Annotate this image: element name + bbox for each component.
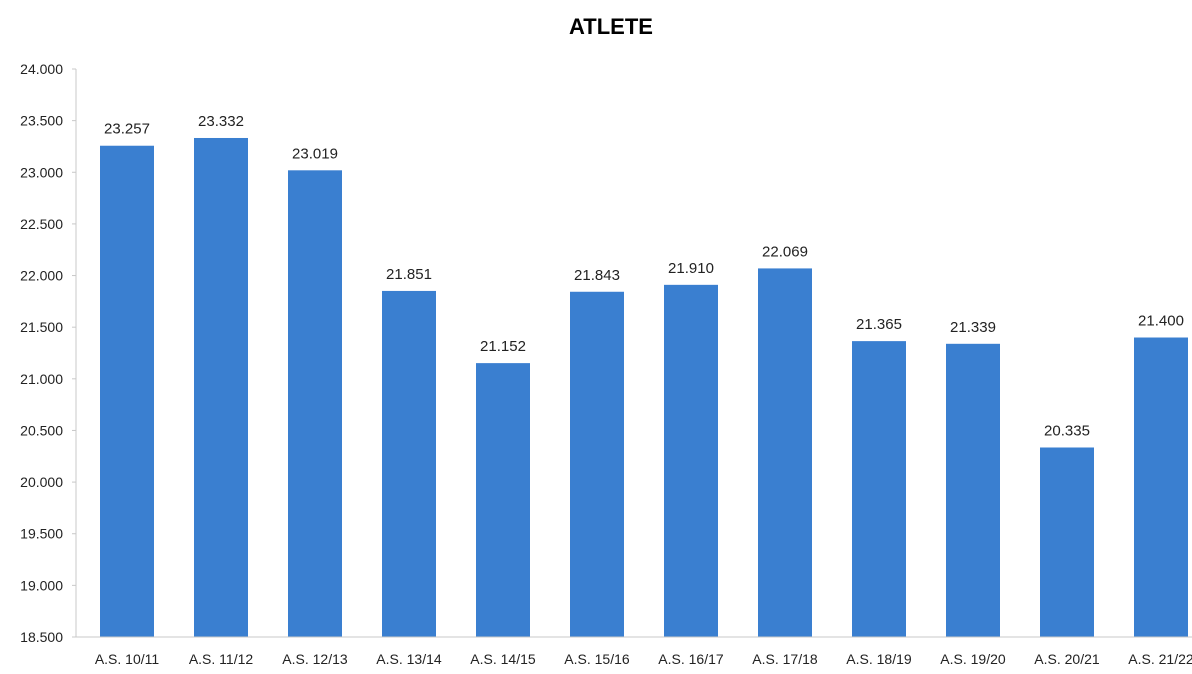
data-labels: 23.257 23.332 23.019 21.851 21.152 21.843 21.9… <box>104 113 1184 440</box>
data-label: 21.152 <box>480 338 526 355</box>
y-tick-label: 21.000 <box>20 371 63 387</box>
bar <box>758 268 812 637</box>
bar <box>852 341 906 637</box>
y-tick-label: 23.500 <box>20 113 63 129</box>
y-axis: 18.500 19.000 19.500 20.000 20.500 21.000 21.5… <box>20 61 77 645</box>
x-tick-label: A.S. 11/12 <box>189 651 254 667</box>
data-label: 21.400 <box>1138 313 1184 330</box>
y-tick-label: 18.500 <box>20 629 63 645</box>
y-tick-label: 19.500 <box>20 526 63 542</box>
y-tick-label: 22.500 <box>20 216 63 232</box>
bar <box>946 343 1000 637</box>
data-label: 23.019 <box>292 145 338 162</box>
bar <box>100 145 154 638</box>
data-label: 21.365 <box>856 316 902 333</box>
x-tick-label: A.S. 17/18 <box>752 651 818 667</box>
bar <box>664 284 718 637</box>
x-tick-label: A.S. 10/11 <box>95 651 160 667</box>
y-tick-label: 21.500 <box>20 319 63 335</box>
data-label: 21.851 <box>386 266 432 283</box>
bar <box>1040 447 1094 637</box>
y-tick-label: 20.000 <box>20 474 63 490</box>
x-tick-label: A.S. 19/20 <box>940 651 1006 667</box>
x-tick-label: A.S. 18/19 <box>846 651 912 667</box>
data-label: 20.335 <box>1044 422 1090 439</box>
x-tick-label: A.S. 16/17 <box>658 651 724 667</box>
data-label: 21.339 <box>950 319 996 336</box>
bars <box>100 137 1188 638</box>
x-tick-label: A.S. 13/14 <box>376 651 442 667</box>
x-tick-label: A.S. 21/22 <box>1128 651 1192 667</box>
x-tick-label: A.S. 14/15 <box>470 651 536 667</box>
y-tick-label: 22.000 <box>20 268 63 284</box>
bar <box>476 363 530 637</box>
bar <box>194 137 248 637</box>
data-label: 21.843 <box>574 267 620 284</box>
y-tick-label: 24.000 <box>20 61 63 77</box>
data-label: 23.257 <box>104 121 150 138</box>
chart-title: ATLETE <box>569 14 653 39</box>
y-tick-label: 23.000 <box>20 164 63 180</box>
y-tick-label: 19.000 <box>20 577 63 593</box>
data-label: 21.910 <box>668 260 714 277</box>
bar <box>288 170 342 637</box>
x-tick-label: A.S. 12/13 <box>282 651 348 667</box>
x-axis: A.S. 10/11 A.S. 11/12 A.S. 12/13 A.S. 13/14… <box>76 636 1192 667</box>
data-label: 23.332 <box>198 113 244 130</box>
x-tick-label: A.S. 20/21 <box>1034 651 1100 667</box>
y-tick-label: 20.500 <box>20 422 63 438</box>
bar <box>570 291 624 637</box>
x-tick-label: A.S. 15/16 <box>564 651 630 667</box>
bar <box>382 290 436 637</box>
bar <box>1134 337 1188 637</box>
data-label: 22.069 <box>762 243 808 260</box>
